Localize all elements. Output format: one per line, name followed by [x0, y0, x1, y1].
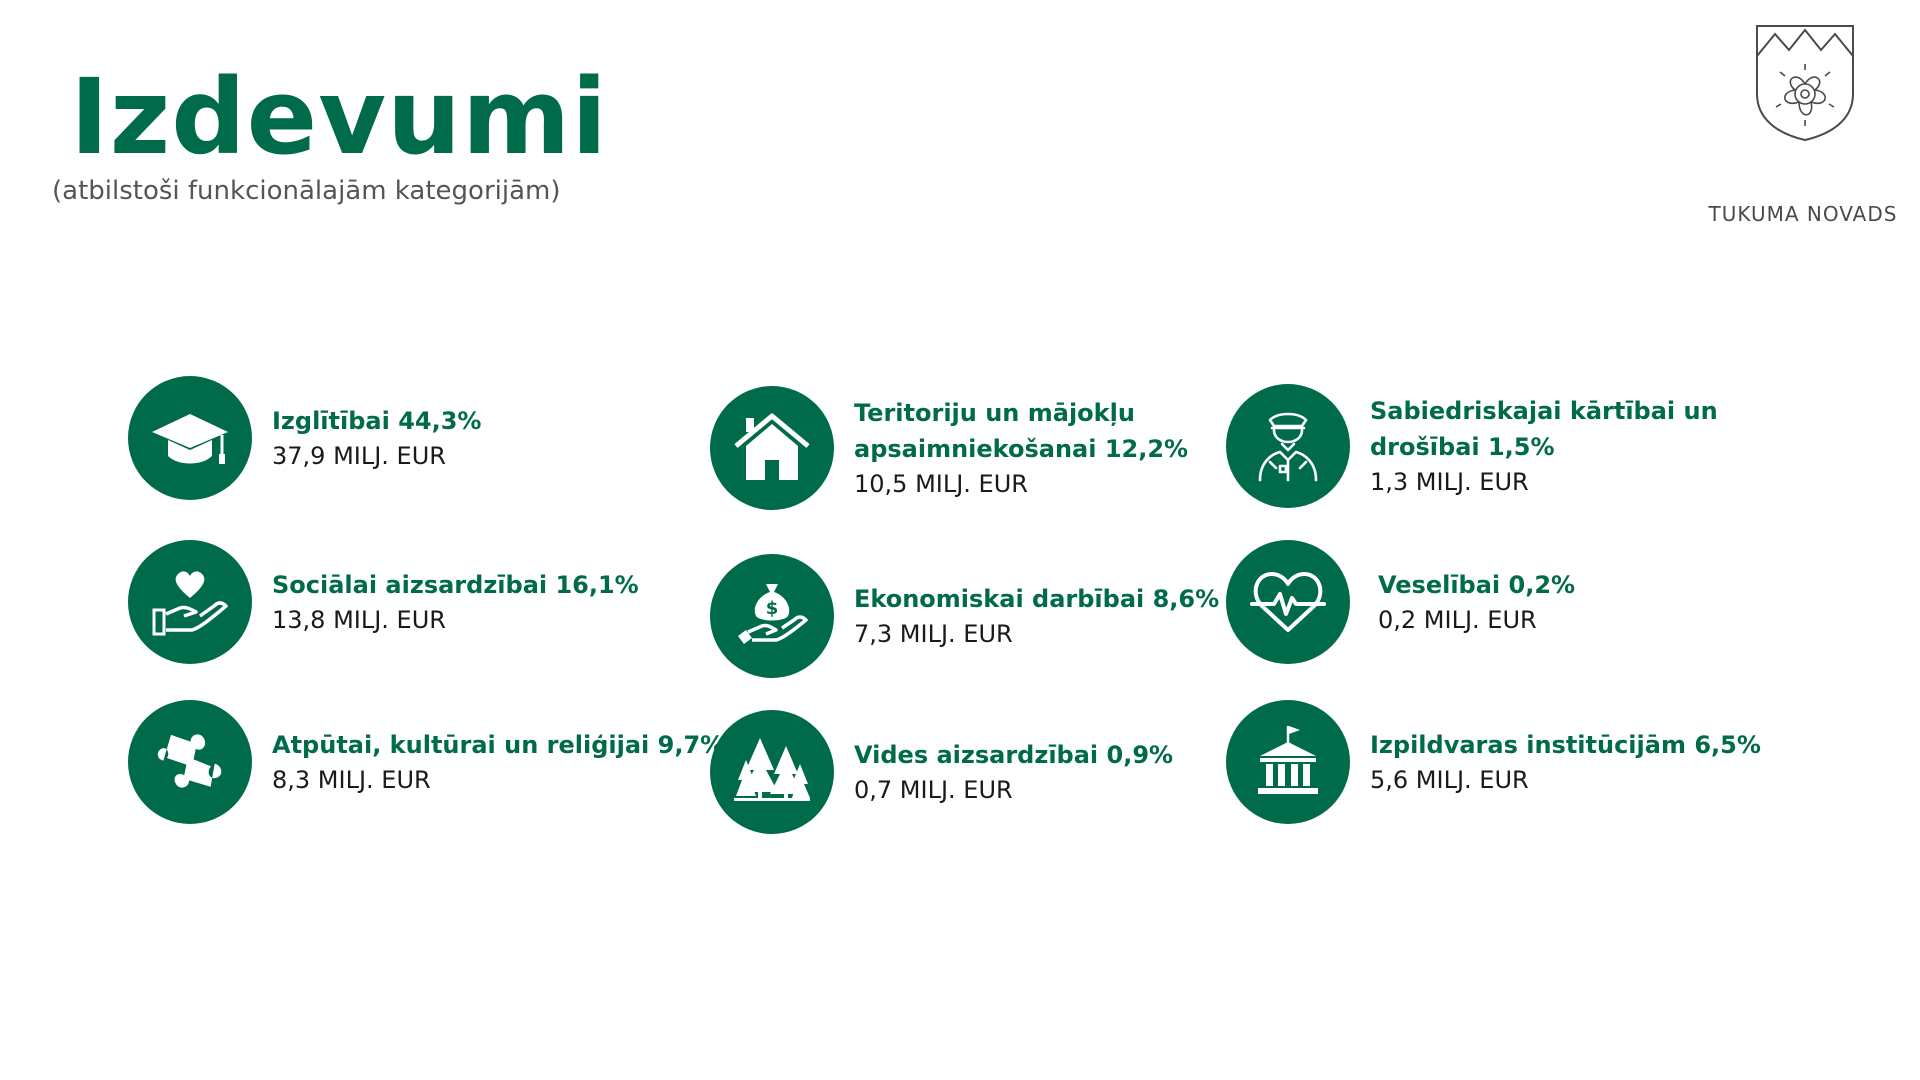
expense-item-public-order: Sabiedriskajai kārtībai un drošībai 1,5%… — [1226, 384, 1718, 508]
heart-hand-icon — [152, 571, 228, 636]
expense-label: Izpildvaras institūcijām 6,5% — [1370, 731, 1761, 759]
icon-circle — [710, 710, 834, 834]
house-icon — [734, 413, 810, 480]
icon-circle — [1226, 700, 1350, 824]
expense-amount: 37,9 MILJ. EUR — [272, 442, 446, 470]
expense-amount: 5,6 MILJ. EUR — [1370, 766, 1529, 794]
trees-icon — [734, 738, 810, 801]
expense-label: Veselībai 0,2% — [1378, 571, 1576, 599]
coat-of-arms-rose-icon — [1756, 25, 1854, 142]
police-officer-icon — [1258, 412, 1318, 482]
logo: TUKUMA NOVADS — [1690, 22, 1920, 226]
icon-circle — [128, 376, 252, 500]
expense-item-education: Izglītībai 44,3% 37,9 MILJ. EUR — [128, 376, 481, 500]
expense-item-health: Veselībai 0,2% 0,2 MILJ. EUR — [1226, 540, 1575, 664]
expense-label: Vides aizsardzībai 0,9% — [854, 741, 1174, 769]
expense-item-housing: Teritoriju un mājokļu apsaimniekošanai 1… — [710, 386, 1188, 510]
puzzle-icon — [157, 734, 222, 788]
expense-amount: 7,3 MILJ. EUR — [854, 620, 1013, 648]
logo-text: TUKUMA NOVADS — [1708, 202, 1898, 226]
svg-text:$: $ — [766, 598, 779, 619]
heartbeat-icon — [1250, 572, 1326, 632]
expense-amount: 0,2 MILJ. EUR — [1378, 606, 1537, 634]
expense-amount: 10,5 MILJ. EUR — [854, 470, 1028, 498]
expense-label-line-2: apsaimniekošanai 12,2% — [854, 435, 1189, 463]
expense-amount: 1,3 MILJ. EUR — [1370, 468, 1529, 496]
government-building-icon — [1258, 726, 1318, 794]
expense-label-line-2: drošībai 1,5% — [1370, 433, 1555, 461]
icon-circle — [1226, 384, 1350, 508]
expense-item-economy: $ Ekonomiskai darbībai 8,6% 7,3 MILJ. EU… — [710, 554, 1219, 678]
page-subtitle: (atbilstoši funkcionālajām kategorijām) — [52, 176, 561, 206]
expense-label: Izglītībai 44,3% — [272, 407, 482, 435]
icon-circle — [710, 386, 834, 510]
expense-item-culture: Atpūtai, kultūrai un reliģijai 9,7% 8,3 … — [128, 700, 724, 824]
icon-circle: $ — [710, 554, 834, 678]
graduation-cap-icon — [152, 414, 228, 464]
expense-item-social: Sociālai aizsardzībai 16,1% 13,8 MILJ. E… — [128, 540, 639, 664]
expense-item-environment: Vides aizsardzībai 0,9% 0,7 MILJ. EUR — [710, 710, 1173, 834]
icon-circle — [1226, 540, 1350, 664]
expense-label: Ekonomiskai darbībai 8,6% — [854, 585, 1220, 613]
money-bag-hand-icon: $ — [738, 584, 808, 644]
expense-amount: 0,7 MILJ. EUR — [854, 776, 1013, 804]
expense-label-line-1: Sabiedriskajai kārtībai un — [1370, 397, 1718, 425]
expense-amount: 8,3 MILJ. EUR — [272, 766, 431, 794]
icon-circle — [128, 540, 252, 664]
expense-amount: 13,8 MILJ. EUR — [272, 606, 446, 634]
page-title: Izdevumi — [70, 56, 609, 178]
expense-item-executive: Izpildvaras institūcijām 6,5% 5,6 MILJ. … — [1226, 700, 1761, 824]
icon-circle — [128, 700, 252, 824]
expense-label-line-1: Teritoriju un mājokļu — [854, 399, 1135, 427]
expense-label: Atpūtai, kultūrai un reliģijai 9,7% — [272, 731, 725, 759]
expense-label: Sociālai aizsardzībai 16,1% — [272, 571, 639, 599]
